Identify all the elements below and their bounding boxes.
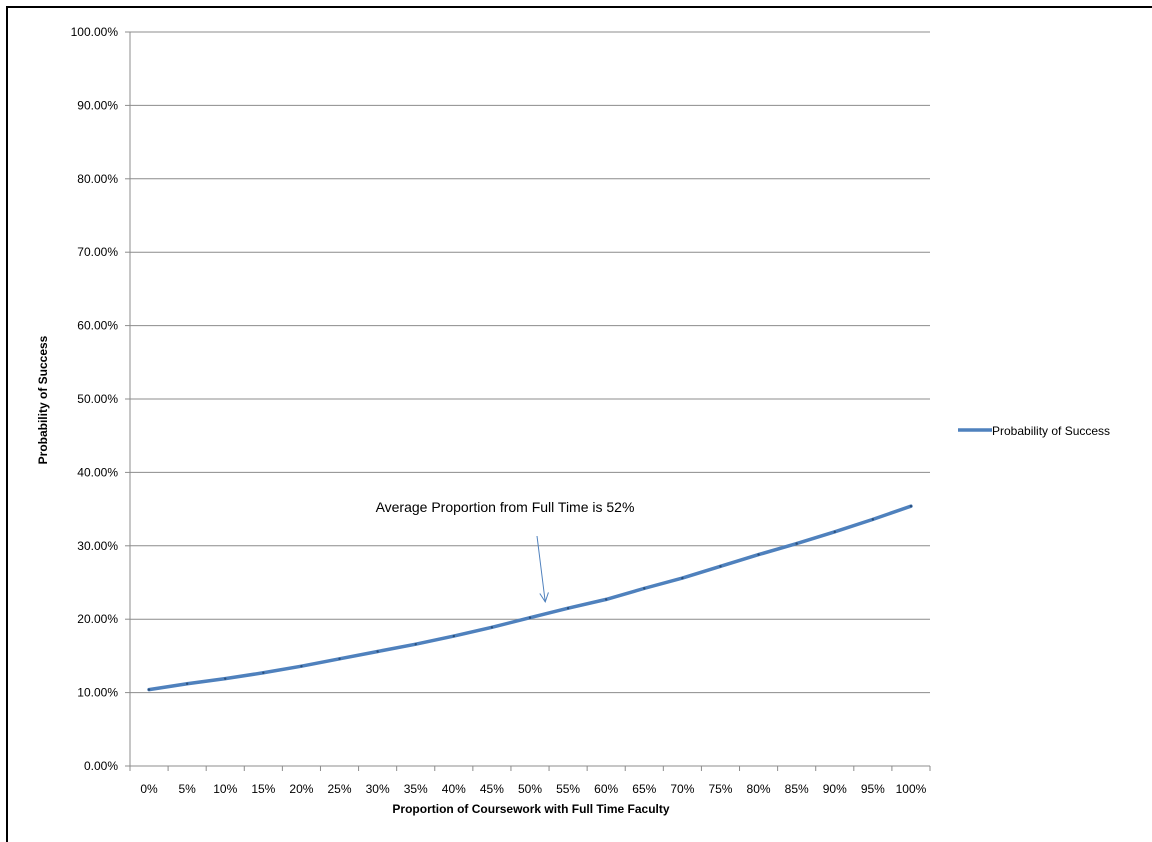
x-tick-label: 55% (556, 782, 580, 796)
x-tick-label: 10% (213, 782, 237, 796)
data-point (300, 664, 303, 668)
data-point (871, 518, 875, 521)
data-point (909, 504, 913, 508)
data-point (604, 598, 608, 601)
x-tick-label: 0% (140, 782, 158, 796)
x-tick-label: 35% (404, 782, 428, 796)
x-tick-label: 60% (594, 782, 618, 796)
data-point (452, 634, 456, 638)
x-tick-label: 75% (708, 782, 732, 796)
chart-frame (6, 6, 1152, 842)
x-tick-label: 5% (178, 782, 196, 796)
axes (129, 32, 930, 767)
data-point (147, 688, 151, 691)
x-tick-label: 30% (366, 782, 390, 796)
data-point (185, 682, 189, 685)
data-point (757, 553, 760, 556)
series-group (147, 504, 913, 692)
annotation-arrowhead (539, 592, 549, 604)
y-tick-label: 60.00% (77, 319, 118, 333)
data-point (490, 626, 494, 629)
data-point (566, 606, 570, 610)
y-tick-label: 90.00% (77, 98, 118, 112)
legend: Probability of Success (958, 424, 1110, 438)
data-point (376, 650, 379, 653)
y-tick-label: 30.00% (77, 539, 118, 553)
x-tick-label: 85% (785, 782, 809, 796)
y-tick-label: 50.00% (77, 392, 118, 406)
x-axis-ticks: 0% 5% 10% 15% 20% 25% 30% 35% 40% 45% 50% 55% 60% 65%… (129, 766, 931, 796)
gridlines (130, 31, 930, 694)
annotation-text: Average Proportion from Full Time is 52% (376, 499, 635, 515)
data-point (224, 677, 227, 680)
x-axis-title: Proportion of Coursework with Full Time … (392, 802, 669, 816)
y-tick-label: 0.00% (84, 759, 118, 773)
x-tick-label: 65% (632, 782, 656, 796)
series-line (147, 504, 913, 692)
x-tick-label: 40% (442, 782, 466, 796)
annotation: Average Proportion from Full Time is 52% (376, 499, 635, 604)
y-tick-label: 20.00% (77, 612, 118, 626)
x-tick-label: 45% (480, 782, 504, 796)
x-tick-label: 25% (328, 782, 352, 796)
data-point (262, 671, 265, 674)
x-tick-label: 50% (518, 782, 542, 796)
data-point (681, 576, 684, 580)
y-tick-label: 40.00% (77, 465, 118, 479)
legend-label: Probability of Success (992, 424, 1110, 438)
x-tick-label: 20% (289, 782, 313, 796)
x-tick-label: 90% (823, 782, 847, 796)
y-axis-ticks: 0.00% 10.00% 20.00% 30.00% 40.00% 50.00% 60.00… (71, 25, 130, 773)
data-point (414, 642, 417, 646)
y-tick-label: 70.00% (77, 245, 118, 259)
data-point (643, 587, 646, 590)
data-point (338, 657, 341, 661)
y-axis-title: Probability of Success (36, 335, 50, 464)
data-point (528, 616, 532, 619)
y-tick-label: 100.00% (71, 25, 119, 39)
x-tick-label: 80% (747, 782, 771, 796)
annotation-arrow (536, 535, 546, 602)
y-tick-label: 10.00% (77, 686, 118, 700)
y-tick-label: 80.00% (77, 172, 118, 186)
data-point (795, 542, 798, 545)
x-tick-label: 95% (861, 782, 885, 796)
data-point (833, 530, 836, 534)
x-tick-label: 15% (251, 782, 275, 796)
data-point (719, 565, 722, 568)
x-tick-label: 100% (896, 782, 927, 796)
x-tick-label: 70% (670, 782, 694, 796)
